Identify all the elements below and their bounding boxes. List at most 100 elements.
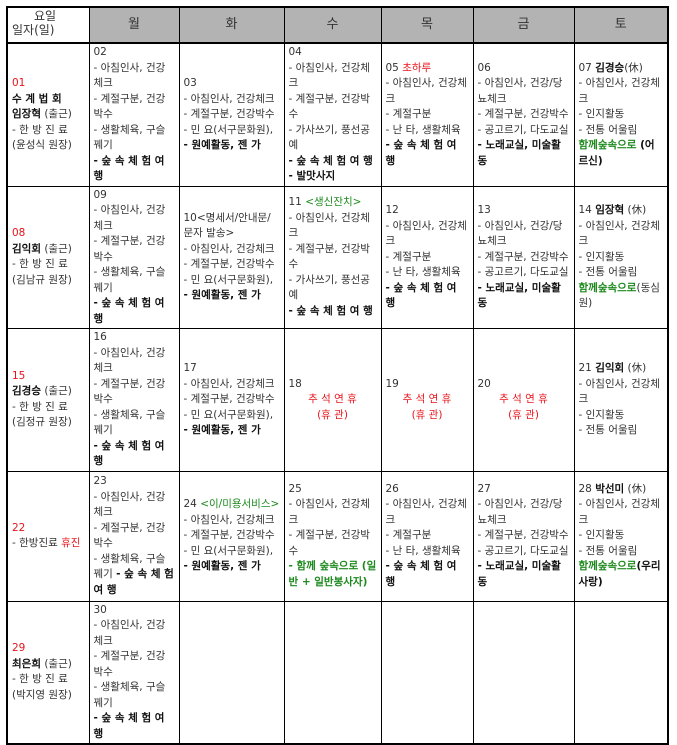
cell-text: - 난 타, 생활체육 — [385, 123, 461, 136]
cell-text: 박선미 — [595, 482, 625, 495]
cell-text: - 전통 어울림 — [578, 266, 638, 278]
cell-text: 초하루 — [402, 61, 432, 74]
cell-text: (박지영 원장) — [12, 688, 72, 701]
cell-text: 13 — [477, 204, 491, 216]
cell-text: - 전통 어울림 — [578, 424, 638, 436]
day-cell: 10<명세서/안내문/문자 발송> - 아침인사, 건강체크 - 계절구분, 건강박… — [178, 185, 285, 329]
cell-text: 24 — [183, 498, 201, 511]
cell-text: 30 — [93, 603, 107, 616]
cell-text: - 계절구분, 건강박수 — [93, 92, 166, 121]
cell-text: 19 — [385, 377, 399, 390]
cell-text: - 숲 속 체 험 여 행 — [385, 281, 457, 310]
cell-text: 휴진 — [61, 537, 81, 549]
cell-text: <이/미용서비스> — [200, 498, 280, 511]
cell-text: (休) — [624, 362, 647, 374]
sunday-cell: 15 김경승 (출근) - 한 방 진 료 (김정규 원장) — [6, 328, 90, 472]
cell-text: - 아침인사, 건강체크 — [183, 92, 275, 105]
cell-text: (출근) — [40, 385, 72, 398]
cell-text: - 한 방 진 료 — [12, 673, 68, 686]
cell-text: (휴 관) — [508, 408, 539, 421]
cell-text: - 민 요(서구문화원), — [183, 408, 274, 421]
day-cell: 03 - 아침인사, 건강체크 - 계절구분, 건강박수 - 민 요(서구문화원), -… — [178, 42, 285, 187]
cell-text: - 계절구분, 건강박수 — [93, 650, 166, 678]
day-cell — [573, 600, 669, 745]
day-cell: 26 - 아침인사, 건강체크 - 계절구분 - 난 타, 생활체육 - 숲 속 체 험… — [380, 470, 474, 602]
cell-text: - 숲 속 체 험 여 행 — [385, 139, 457, 167]
cell-text: - 계절구분 — [385, 250, 432, 263]
cell-text: 12 — [385, 204, 399, 216]
cell-text: - 계절구분, 건강박수 — [183, 258, 275, 271]
cell-text: - 전통 어울림 — [578, 544, 638, 557]
cell-text: - 공고르기, 다도교실 — [477, 266, 569, 278]
day-cell: 21 김익회 (休) - 아침인사, 건강체크 - 인지활동 - 전통 어울림 — [573, 328, 669, 472]
cell-text: 04 — [288, 46, 302, 58]
cell-text: - 발맛사지 — [288, 170, 336, 182]
cell-text: - 인지활동 — [578, 529, 625, 542]
cell-text: 18 — [288, 377, 302, 390]
cell-text: 05 — [385, 61, 403, 74]
cell-text: - 전통 어울림 — [578, 123, 638, 136]
day-cell: 27 - 아침인사, 건강/당뇨체크 - 계절구분, 건강박수 - 공고르기, 다도교… — [472, 470, 575, 602]
week-row: 29 최은희 (출근) - 한 방 진 료 (박지영 원장) 30 - 아침인사, 건강체… — [6, 600, 669, 745]
cell-text: 23 — [93, 475, 107, 487]
day-cell: 04 - 아침인사, 건강체크 - 계절구분, 건강박수 - 가사쓰기, 풍선공예 - … — [283, 42, 382, 187]
cell-text: 03 — [183, 77, 197, 89]
cell-text: 김경승 — [12, 385, 41, 398]
cell-text: 07 — [578, 61, 596, 74]
day-cell: 12 - 아침인사, 건강체크 - 계절구분 - 난 타, 생활체육 - 숲 속 체 험… — [380, 185, 474, 329]
cell-text: 25 — [288, 482, 302, 495]
sunday-cell: 01 수 계 법 회 임장혁 (출근) - 한 방 진 료 (윤성식 원장) — [6, 42, 90, 187]
cell-text: - 계절구분 — [385, 529, 432, 542]
cell-text: (김남규 원장) — [12, 273, 72, 286]
cell-text: (休) — [624, 204, 647, 216]
cell-text: - 한 방 진 료 — [12, 258, 68, 271]
cell-text: - 아침인사, 건강체크 — [578, 219, 660, 248]
day-cell: 02 - 아침인사, 건강체크 - 계절구분, 건강박수 - 생활체육, 구슬꿰기 - … — [88, 42, 180, 187]
day-cell: 14 임장혁 (休) - 아침인사, 건강체크 - 인지활동 - 전통 어울림 함께숲속… — [573, 185, 669, 329]
cell-text: - 숲 속 체 험 여 행 — [288, 154, 373, 167]
cell-text: (우리사랑) — [578, 560, 661, 588]
corner-header: 요일 일자(일) — [6, 6, 90, 44]
cell-text: - 계절구분, 건강박수 — [183, 393, 275, 405]
cell-text: 김경승 — [595, 61, 625, 74]
cell-text: - 민 요(서구문화원), — [183, 273, 274, 286]
cell-text: 최은희 — [12, 657, 41, 670]
day-cell: 05 초하루 - 아침인사, 건강체크 - 계절구분 - 난 타, 생활체육 - 숲 속… — [380, 42, 474, 187]
day-cell: 19 추 석 연 휴 (휴 관) — [380, 328, 474, 472]
cell-text: - 인지활동 — [578, 408, 625, 421]
cell-text: 수 계 법 회 — [12, 92, 62, 105]
cell-text: - 아침인사, 건강/당뇨체크 — [477, 498, 563, 526]
cell-text: - 숲 속 체 험 여 행 — [93, 297, 165, 325]
cell-text: - 아침인사, 건강체크 — [183, 513, 275, 526]
cell-text: - 계절구분, 건강박수 — [183, 529, 275, 542]
sunday-cell: 29 최은희 (출근) - 한 방 진 료 (박지영 원장) — [6, 600, 90, 745]
day-cell: 06 - 아침인사, 건강/당뇨체크 - 계절구분, 건강박수 - 공고르기, 다도교… — [472, 42, 575, 187]
cell-text: - 원예활동, 젠 가 — [183, 139, 261, 151]
cell-text: - 가사쓰기, 풍선공예 — [288, 123, 370, 152]
cell-text: 08 — [12, 227, 26, 240]
header-thu: 목 — [380, 6, 474, 44]
cell-text: 김익회 — [595, 362, 625, 374]
cell-text: - 한방진료 — [12, 537, 62, 549]
cell-text: - 숲 속 체 험 여 행 — [93, 154, 165, 183]
cell-text: 02 — [93, 46, 107, 58]
day-cell: 20 추 석 연 휴 (휴 관) — [472, 328, 575, 472]
cell-text: - 아침인사, 건강체크 — [183, 242, 275, 255]
cell-text: - 아침인사, 건강체크 — [93, 61, 166, 90]
cell-text: - 계절구분, 건강박수 — [477, 529, 569, 542]
day-cell: 17 - 아침인사, 건강체크 - 계절구분, 건강박수 - 민 요(서구문화원), -… — [178, 328, 285, 472]
week-row: 15 김경승 (출근) - 한 방 진 료 (김정규 원장) 16 - 아침인사, 건강체… — [6, 328, 669, 472]
day-cell — [380, 600, 474, 745]
cell-text: - 숲 속 체 험 여 행 — [93, 712, 165, 740]
day-cell: 13 - 아침인사, 건강/당뇨체크 - 계절구분, 건강박수 - 공고르기, 다도교… — [472, 185, 575, 329]
week-row: 22- 한방진료 휴진 23- 아침인사, 건강체크 - 계절구분, 건강박수 - 생… — [6, 470, 669, 602]
cell-text: - 아침인사, 건강체크 — [288, 61, 370, 90]
cell-text: 11 — [288, 196, 306, 209]
day-cell: 23 - 아침인사, 건강체크 - 계절구분, 건강박수 - 생활체육, 구슬꿰기 -… — [88, 470, 180, 602]
day-cell: 09 - 아침인사, 건강체크 - 계절구분, 건강박수 - 생활체육, 구슬꿰기 - … — [88, 185, 180, 329]
cell-text: 14 — [578, 204, 596, 216]
cell-text: - 아침인사, 건강체크 — [578, 77, 660, 105]
cell-text: (김정규 원장) — [12, 416, 72, 429]
cell-text: 추 석 연 휴 — [499, 393, 548, 405]
cell-text: - 생활체육, 구슬꿰기 — [93, 408, 166, 437]
